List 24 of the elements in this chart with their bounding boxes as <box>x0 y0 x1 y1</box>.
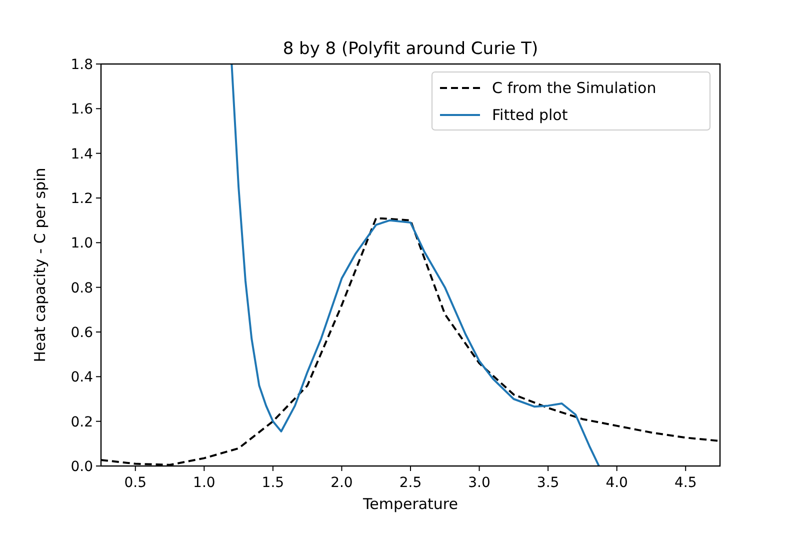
y-tick-label: 0.2 <box>70 414 93 430</box>
y-axis-title: Heat capacity - C per spin <box>31 168 49 362</box>
y-tick-label: 1.8 <box>70 57 93 73</box>
x-tick-label: 3.5 <box>536 475 560 491</box>
x-tick-label: 3.0 <box>468 475 490 491</box>
y-tick-label: 1.0 <box>70 236 93 252</box>
x-tick-label: 2.0 <box>330 475 353 491</box>
y-tick-label: 1.4 <box>70 146 94 162</box>
legend-label: Fitted plot <box>492 106 568 124</box>
x-tick-label: 1.5 <box>262 475 284 491</box>
x-tick-label: 0.5 <box>124 475 147 491</box>
x-tick-label: 4.0 <box>606 475 628 491</box>
y-tick-label: 1.2 <box>70 191 93 207</box>
x-tick-label: 1.0 <box>193 475 216 491</box>
y-tick-label: 0.0 <box>70 459 93 475</box>
y-tick-label: 0.6 <box>70 325 94 341</box>
x-tick-label: 2.5 <box>399 475 422 491</box>
y-tick-label: 0.8 <box>70 280 93 296</box>
x-tick-label: 4.5 <box>674 475 697 491</box>
y-tick-label: 0.4 <box>70 370 94 386</box>
chart-title: 8 by 8 (Polyfit around Curie T) <box>282 39 538 59</box>
x-axis-title: Temperature <box>362 495 458 513</box>
legend-label: C from the Simulation <box>492 79 656 97</box>
y-tick-label: 1.6 <box>70 102 94 118</box>
